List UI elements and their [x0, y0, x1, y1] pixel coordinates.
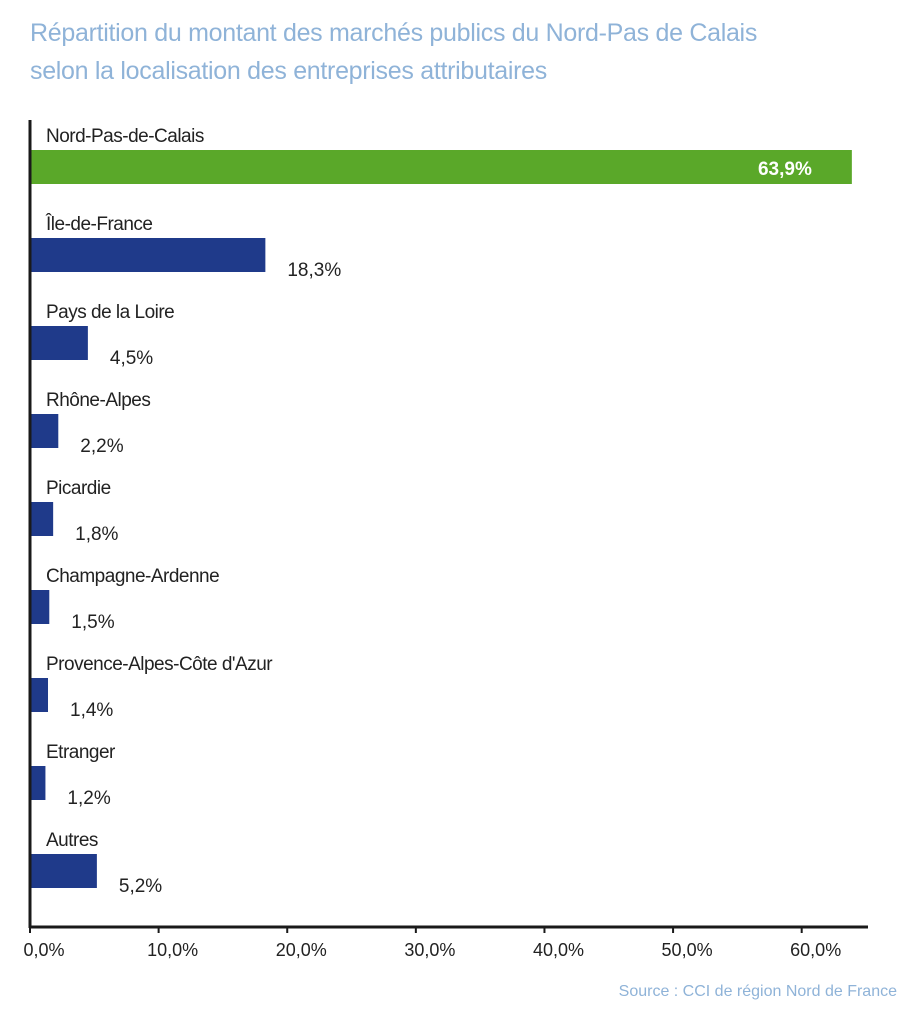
value-label-ile-de-france: 18,3% — [287, 260, 341, 281]
category-label-champagne-ardenne: Champagne-Ardenne — [46, 566, 219, 587]
category-label-autres: Autres — [46, 830, 98, 851]
bar-champagne-ardenne — [30, 590, 50, 624]
bar-etranger — [30, 766, 46, 800]
x-tick-label-1: 10,0% — [147, 940, 198, 960]
category-label-ile-de-france: Île-de-France — [45, 213, 153, 235]
bar-autres — [30, 854, 97, 888]
value-label-champagne-ardenne: 1,5% — [71, 612, 114, 633]
category-label-etranger: Etranger — [46, 742, 116, 763]
value-label-autres: 5,2% — [119, 876, 162, 897]
category-label-pays-de-la-loire: Pays de la Loire — [46, 302, 174, 323]
category-label-nord-pas-de-calais: Nord-Pas-de-Calais — [46, 126, 204, 147]
source-note: Source : CCI de région Nord de France — [618, 983, 897, 1000]
chart-title-line-1: Répartition du montant des marchés publi… — [30, 19, 758, 47]
bar-ile-de-france — [30, 238, 266, 272]
chart-title-line-2: selon la localisation des entreprises at… — [30, 57, 547, 85]
x-tick-label-0: 0,0% — [23, 940, 64, 960]
bar-pays-de-la-loire — [30, 326, 88, 360]
category-label-picardie: Picardie — [46, 478, 111, 499]
value-label-rhone-alpes: 2,2% — [80, 436, 123, 457]
value-label-picardie: 1,8% — [75, 524, 118, 545]
bar-nord-pas-de-calais — [30, 150, 852, 184]
x-tick-label-4: 40,0% — [533, 940, 584, 960]
value-label-pays-de-la-loire: 4,5% — [110, 348, 153, 369]
bar-provence-alpes-cote-d-azur — [30, 678, 49, 712]
value-label-nord-pas-de-calais: 63,9% — [758, 159, 812, 180]
bar-picardie — [30, 502, 54, 536]
x-tick-label-6: 60,0% — [790, 940, 841, 960]
category-label-provence-alpes-cote-d-azur: Provence-Alpes-Côte d'Azur — [46, 654, 273, 675]
x-tick-label-2: 20,0% — [276, 940, 327, 960]
x-tick-label-3: 30,0% — [404, 940, 455, 960]
category-label-rhone-alpes: Rhône-Alpes — [46, 390, 150, 411]
value-label-etranger: 1,2% — [67, 788, 110, 809]
x-tick-label-5: 50,0% — [662, 940, 713, 960]
chart-title: Répartition du montant des marchés publi… — [30, 14, 910, 90]
bar-rhone-alpes — [30, 414, 59, 448]
value-label-provence-alpes-cote-d-azur: 1,4% — [70, 700, 113, 721]
